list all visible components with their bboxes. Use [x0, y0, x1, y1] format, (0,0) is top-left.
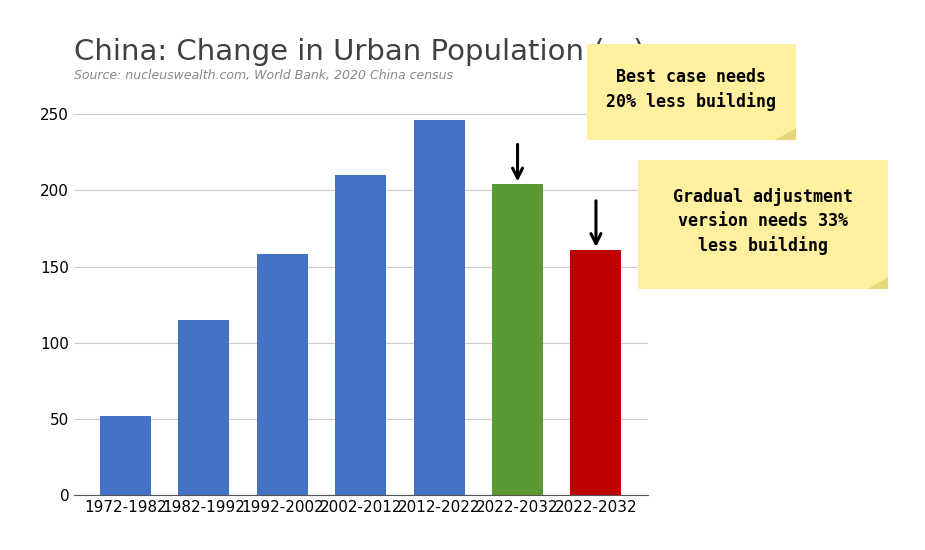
Bar [257, 254, 308, 495]
Text: Source: nucleuswealth.com, World Bank, 2020 China census: Source: nucleuswealth.com, World Bank, 2… [74, 69, 453, 82]
Bar [179, 320, 229, 495]
Text: Best case needs
20% less building: Best case needs 20% less building [607, 68, 776, 111]
Bar [335, 175, 387, 495]
Text: Gradual adjustment
version needs 33%
less building: Gradual adjustment version needs 33% les… [673, 188, 853, 255]
Text: China: Change in Urban Population (m): China: Change in Urban Population (m) [74, 39, 645, 67]
Bar [571, 250, 622, 495]
Bar [413, 120, 464, 495]
Bar [100, 416, 151, 495]
Bar [492, 184, 543, 495]
